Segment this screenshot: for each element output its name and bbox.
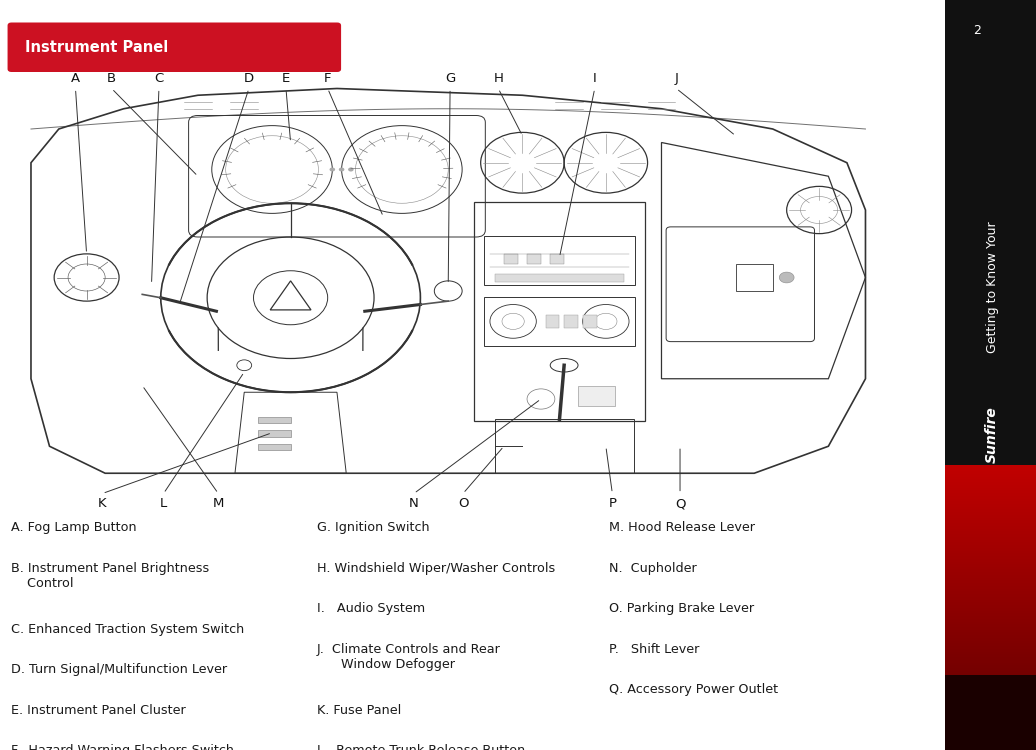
Text: L.  Remote Trunk Release Button: L. Remote Trunk Release Button [317, 744, 525, 750]
Text: 2: 2 [973, 24, 981, 37]
Text: Q: Q [674, 497, 685, 510]
Bar [582, 315, 597, 328]
Text: H: H [493, 72, 503, 85]
Text: J: J [674, 72, 679, 85]
Text: K. Fuse Panel: K. Fuse Panel [317, 704, 401, 716]
Text: I.   Audio System: I. Audio System [317, 602, 425, 615]
Text: I: I [593, 72, 597, 85]
Text: B. Instrument Panel Brightness
    Control: B. Instrument Panel Brightness Control [11, 562, 209, 590]
Text: B: B [107, 72, 116, 85]
Circle shape [779, 272, 794, 283]
Bar [945, 675, 1036, 750]
Text: E. Instrument Panel Cluster: E. Instrument Panel Cluster [11, 704, 186, 716]
Bar [550, 254, 565, 264]
Text: C: C [154, 72, 164, 85]
Bar [527, 254, 541, 264]
Text: F.  Hazard Warning Flashers Switch: F. Hazard Warning Flashers Switch [11, 744, 234, 750]
Text: P.   Shift Lever: P. Shift Lever [609, 643, 699, 656]
Bar [258, 416, 290, 423]
Text: Sunfire: Sunfire [985, 406, 1000, 463]
Text: G. Ignition Switch: G. Ignition Switch [317, 521, 429, 534]
Bar [494, 274, 625, 282]
Text: G: G [444, 72, 455, 85]
Text: H. Windshield Wiper/Washer Controls: H. Windshield Wiper/Washer Controls [317, 562, 554, 574]
Text: O: O [458, 497, 468, 510]
Text: N.  Cupholder: N. Cupholder [609, 562, 697, 574]
Bar [258, 430, 290, 436]
Bar [546, 315, 559, 328]
Text: C. Enhanced Traction System Switch: C. Enhanced Traction System Switch [11, 622, 244, 635]
Text: K: K [98, 497, 107, 510]
Text: Getting to Know Your: Getting to Know Your [985, 217, 999, 352]
Circle shape [348, 167, 353, 172]
Text: E: E [282, 72, 290, 85]
Circle shape [339, 167, 344, 172]
Circle shape [329, 167, 335, 172]
Text: A: A [70, 72, 80, 85]
Bar [565, 315, 578, 328]
FancyBboxPatch shape [7, 22, 341, 72]
Bar [736, 264, 773, 291]
Text: N: N [409, 497, 419, 510]
Bar [945, 0, 1036, 465]
Text: L: L [160, 497, 167, 510]
Text: Instrument Panel: Instrument Panel [25, 40, 168, 55]
Text: Q. Accessory Power Outlet: Q. Accessory Power Outlet [609, 683, 778, 696]
Bar [578, 386, 615, 406]
Text: A. Fog Lamp Button: A. Fog Lamp Button [11, 521, 137, 534]
Bar [503, 254, 518, 264]
Text: F: F [324, 72, 332, 85]
Text: O. Parking Brake Lever: O. Parking Brake Lever [609, 602, 754, 615]
Text: D: D [243, 72, 254, 85]
Text: D. Turn Signal/Multifunction Lever: D. Turn Signal/Multifunction Lever [11, 663, 228, 676]
Bar [258, 443, 290, 450]
Text: M. Hood Release Lever: M. Hood Release Lever [609, 521, 755, 534]
Text: P: P [608, 497, 616, 510]
Text: J.  Climate Controls and Rear
      Window Defogger: J. Climate Controls and Rear Window Defo… [317, 643, 500, 670]
Text: M: M [212, 497, 224, 510]
